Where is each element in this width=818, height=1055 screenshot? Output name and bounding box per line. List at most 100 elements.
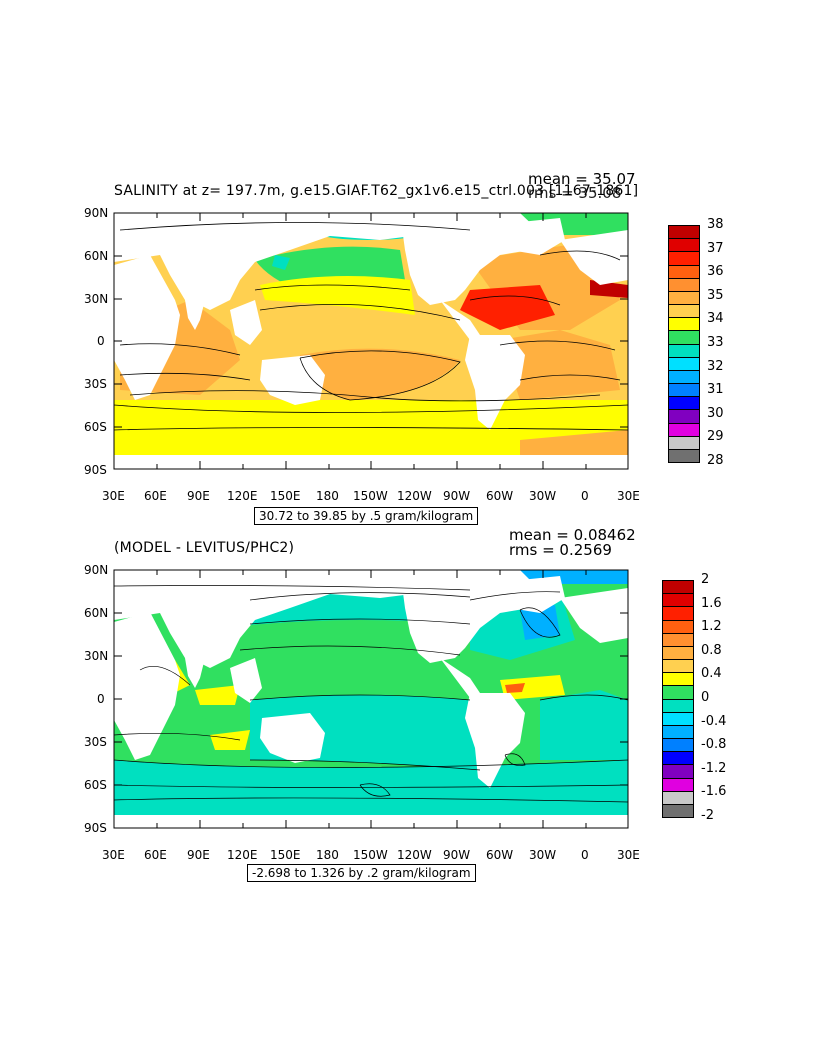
colorbar-label: -1.2	[701, 760, 727, 776]
colorbar-swatch	[663, 739, 693, 753]
colorbar-swatch	[669, 305, 699, 319]
colorbar-swatch	[669, 291, 699, 306]
panel2-lon-label: 120W	[397, 848, 432, 862]
colorbar-swatch	[669, 318, 699, 332]
panel1-lat-90s: 90S	[84, 463, 107, 477]
colorbar-label: -2	[701, 808, 714, 823]
colorbar-label: 1.6	[701, 595, 722, 611]
panel2-lat-60n: 60N	[84, 606, 109, 620]
colorbar-swatch	[669, 436, 699, 450]
panel1-lon-label: 30E	[102, 489, 125, 503]
panel1-lat-60n: 60N	[84, 249, 109, 263]
panel2-lat-90s: 90S	[84, 821, 107, 835]
colorbar-label: 30	[707, 405, 724, 421]
colorbar-swatch	[663, 712, 693, 726]
panel1-lon-label: 120W	[397, 489, 432, 503]
colorbar-swatch	[663, 778, 693, 792]
panel1-lat-0: 0	[97, 334, 105, 348]
panel2-mean: mean = 0.08462	[509, 526, 636, 544]
colorbar-swatch	[663, 673, 693, 687]
colorbar-swatch	[669, 278, 699, 292]
panel1-lon-label: 60E	[144, 489, 167, 503]
panel1-colorbar	[668, 225, 700, 463]
colorbar-label: 32	[707, 358, 724, 374]
colorbar-label: 37	[707, 240, 724, 256]
panel1-lat-30n: 30N	[84, 292, 109, 306]
panel2-lon-label: 150E	[270, 848, 301, 862]
colorbar-label: 0	[701, 690, 710, 705]
panel1-lon-label: 90W	[443, 489, 471, 503]
panel1-lon-label: 150W	[353, 489, 388, 503]
panel1-lat-90n: 90N	[84, 206, 109, 220]
colorbar-label: 2	[701, 572, 710, 587]
colorbar-swatch	[669, 370, 699, 385]
colorbar-swatch	[663, 791, 693, 805]
panel2-lon-label: 90W	[443, 848, 471, 862]
panel1-lon-label: 150E	[270, 489, 301, 503]
colorbar-label: 35	[707, 287, 724, 303]
panel2-lon-label: 30E	[102, 848, 125, 862]
colorbar-swatch	[669, 252, 699, 266]
panel1-title: SALINITY at z= 197.7m, g.e15.GIAF.T62_gx…	[114, 183, 639, 199]
colorbar-swatch	[669, 226, 699, 240]
panel2-lat-0: 0	[97, 692, 105, 706]
colorbar-swatch	[663, 699, 693, 713]
panel1-lon-label: 180	[316, 489, 339, 503]
colorbar-swatch	[669, 410, 699, 424]
colorbar-swatch	[669, 331, 699, 345]
colorbar-swatch	[663, 725, 693, 740]
colorbar-label: 1.2	[701, 619, 722, 635]
panel1-lon-label: 30E	[617, 489, 640, 503]
colorbar-swatch	[663, 804, 693, 818]
colorbar-label: 0.8	[701, 642, 722, 658]
colorbar-label: -1.6	[701, 784, 727, 800]
colorbar-label: 36	[707, 264, 724, 280]
colorbar-swatch	[669, 449, 699, 463]
colorbar-label: 38	[707, 217, 724, 232]
colorbar-swatch	[669, 423, 699, 437]
panel2-rms: rms = 0.2569	[509, 541, 612, 559]
colorbar-swatch	[663, 765, 693, 779]
panel2-lon-label: 120E	[227, 848, 258, 862]
colorbar-swatch	[663, 620, 693, 634]
colorbar-swatch	[663, 646, 693, 661]
colorbar-label: 33	[707, 335, 724, 350]
panel2-lon-label: 30W	[529, 848, 557, 862]
colorbar-label: 0.4	[701, 666, 722, 682]
panel2-title: (MODEL - LEVITUS/PHC2)	[114, 540, 295, 556]
panel2-lon-label: 0	[581, 848, 589, 862]
colorbar-label: -0.4	[701, 713, 727, 729]
panel1-range-label: 30.72 to 39.85 by .5 gram/kilogram	[254, 507, 479, 526]
panel1-lat-60s: 60S	[84, 420, 107, 434]
colorbar-swatch	[669, 357, 699, 371]
panel2-lon-label: 60E	[144, 848, 167, 862]
colorbar-swatch	[663, 660, 693, 674]
colorbar-label: 29	[707, 429, 724, 445]
panel1-mean: mean = 35.07	[528, 170, 636, 188]
panel1-lon-label: 60W	[486, 489, 514, 503]
panel2-lon-label: 90E	[187, 848, 210, 862]
colorbar-swatch	[669, 265, 699, 279]
panel2-ticks	[113, 569, 629, 829]
panel1-lon-label: 30W	[529, 489, 557, 503]
colorbar-swatch	[669, 344, 699, 358]
colorbar-swatch	[663, 607, 693, 621]
panel2-lat-30s: 30S	[84, 735, 107, 749]
colorbar-swatch	[663, 594, 693, 608]
colorbar-swatch	[669, 239, 699, 253]
panel1-lon-label: 90E	[187, 489, 210, 503]
colorbar-swatch	[663, 686, 693, 700]
colorbar-swatch	[669, 384, 699, 398]
colorbar-label: 28	[707, 453, 724, 468]
panel1-ticks	[113, 212, 629, 470]
panel1-lat-30s: 30S	[84, 377, 107, 391]
panel2-lon-label: 30E	[617, 848, 640, 862]
panel2-lon-label: 180	[316, 848, 339, 862]
colorbar-swatch	[669, 397, 699, 411]
panel1-rms: rms = 35.08	[528, 184, 622, 202]
colorbar-swatch	[663, 752, 693, 766]
panel2-lon-label: 60W	[486, 848, 514, 862]
colorbar-swatch	[663, 581, 693, 595]
